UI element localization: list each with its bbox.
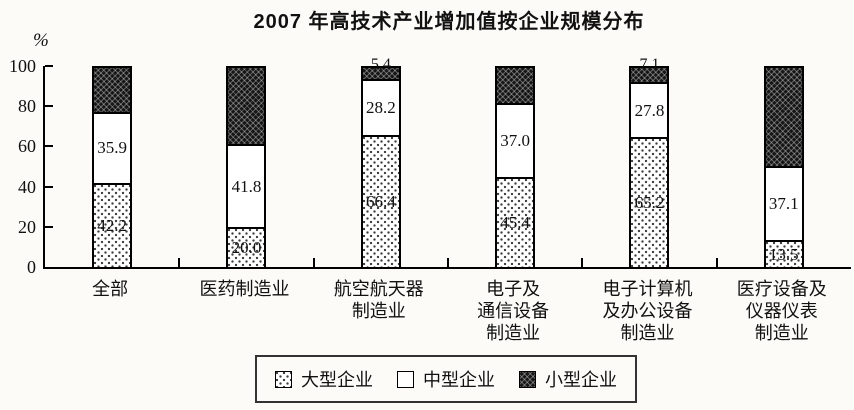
x-axis-tick-mark (581, 258, 584, 267)
segment-value-label: 35.9 (97, 138, 128, 158)
legend-swatch-中型企业 (397, 370, 414, 388)
segment-value-label: 37.1 (768, 194, 799, 214)
segment-value-label: 66.4 (365, 191, 396, 211)
legend-item-label: 中型企业 (423, 370, 495, 390)
category-label: 全部 (43, 278, 177, 344)
y-tick-mark (45, 185, 53, 188)
category-label-line: 制造业 (351, 301, 406, 321)
bar-segment-大型企业: 20.0 (228, 227, 265, 267)
stacked-bar: 41.8 20.0 (226, 66, 267, 267)
category-label-line: 制造业 (486, 323, 541, 343)
category-label: 医药制造业 (177, 278, 311, 344)
legend-item-label: 小型企业 (545, 370, 617, 390)
y-tick-label: 100 (9, 56, 36, 76)
plot-area: 35.9 42.2 41.8 20.0 5.4 28.2 66.4 37.0 45.4 7.1 27… (43, 57, 851, 269)
category-label-line: 仪器仪表 (745, 301, 818, 321)
segment-value-label: 7.1 (639, 56, 660, 73)
bar-column: 37.0 45.4 (448, 66, 582, 267)
bar-segment-小型企业 (228, 68, 265, 145)
y-tick-label: 80 (18, 96, 36, 117)
stacked-bar: 35.9 42.2 (92, 66, 133, 267)
y-tick-label: 60 (18, 136, 36, 157)
segment-value-label: 20.0 (231, 238, 262, 258)
segment-value-label: 27.8 (634, 100, 665, 120)
legend-item-label: 大型企业 (301, 370, 373, 390)
stacked-bar: 28.2 66.4 (360, 66, 401, 267)
bar-column: 37.1 13.5 (717, 66, 851, 267)
category-label: 航空航天器 制造业 (312, 278, 446, 344)
y-tick-mark (45, 225, 53, 228)
bar-segment-中型企业: 35.9 (94, 111, 131, 184)
x-axis-category-labels: 全部 医药制造业 航空航天器 制造业 电子及 通信设备 制造业 电子计算机 及办公设备 制造业 医疗… (43, 278, 849, 344)
bar-segment-小型企业 (497, 68, 534, 104)
y-tick-label: 40 (18, 176, 36, 197)
bar-segment-大型企业: 45.4 (497, 176, 534, 267)
x-axis-tick-mark (447, 258, 449, 267)
y-axis-unit-label: % (33, 30, 49, 51)
segment-value-label: 5.4 (370, 56, 391, 73)
legend-item: 大型企业 (275, 366, 373, 392)
segment-value-label: 41.8 (231, 176, 262, 196)
y-tick-label: 20 (18, 216, 36, 237)
segment-value-label: 45.4 (500, 212, 531, 232)
category-label: 电子计算机 及办公设备 制造业 (580, 278, 714, 344)
category-label: 医疗设备及 仪器仪表 制造业 (715, 278, 849, 344)
bar-segment-小型企业 (94, 68, 131, 112)
segment-value-label: 13.5 (768, 244, 799, 264)
category-label: 电子及 通信设备 制造业 (446, 278, 580, 344)
bar-segment-大型企业: 13.5 (765, 240, 802, 267)
bar-segment-大型企业: 66.4 (362, 134, 399, 267)
stacked-bar: 27.8 65.2 (629, 66, 670, 267)
bar-segment-大型企业: 42.2 (94, 183, 131, 267)
category-label-line: 电子计算机 (602, 279, 693, 299)
y-tick-mark (45, 65, 53, 67)
bar-segment-小型企业 (362, 68, 399, 79)
bar-segment-中型企业: 37.0 (497, 103, 534, 177)
legend-item: 小型企业 (519, 366, 617, 392)
legend-swatch-大型企业 (275, 370, 292, 388)
chart-title: 2007 年高技术产业增加值按企业规模分布 (253, 11, 645, 33)
category-label-line: 及办公设备 (602, 301, 693, 321)
x-axis-tick-mark (312, 258, 315, 267)
bar-segment-中型企业: 28.2 (362, 78, 399, 135)
category-label-line: 电子及 (486, 279, 541, 299)
category-label-line: 医疗设备及 (736, 279, 827, 299)
bars-container: 35.9 42.2 41.8 20.0 5.4 28.2 66.4 37.0 45.4 7.1 27… (45, 57, 851, 267)
segment-value-label: 65.2 (634, 193, 665, 213)
y-tick-mark (45, 145, 53, 148)
category-label-line: 制造业 (620, 323, 675, 343)
bar-segment-中型企业: 37.1 (765, 166, 802, 241)
stacked-bar: 37.0 45.4 (495, 66, 536, 267)
category-label-line: 全部 (92, 279, 129, 299)
bar-column: 35.9 42.2 (45, 66, 179, 267)
legend-swatch-小型企业 (519, 370, 536, 388)
bar-column: 7.1 27.8 65.2 (582, 57, 716, 267)
bar-segment-小型企业 (631, 68, 668, 83)
x-axis-tick-mark (715, 258, 718, 267)
bar-column: 41.8 20.0 (179, 66, 313, 267)
category-label-line: 医药制造业 (199, 279, 290, 299)
category-label-line: 制造业 (754, 323, 809, 343)
bar-segment-中型企业: 41.8 (228, 144, 265, 228)
legend-box: 大型企业 中型企业 小型企业 (255, 355, 637, 403)
bar-segment-小型企业 (765, 68, 802, 167)
category-label-line: 通信设备 (477, 301, 550, 321)
segment-value-label: 28.2 (365, 97, 396, 117)
y-tick-label: 0 (27, 257, 36, 277)
bar-segment-中型企业: 27.8 (631, 82, 668, 138)
x-axis-tick-mark (178, 258, 181, 267)
segment-value-label: 37.0 (500, 130, 531, 150)
category-label-line: 航空航天器 (333, 279, 424, 299)
legend-item: 中型企业 (397, 366, 495, 392)
segment-value-label: 42.2 (97, 216, 128, 235)
stacked-bar: 37.1 13.5 (763, 66, 804, 267)
bar-segment-大型企业: 65.2 (631, 137, 668, 267)
y-tick-mark (45, 105, 53, 108)
bar-column: 5.4 28.2 66.4 (314, 57, 448, 267)
